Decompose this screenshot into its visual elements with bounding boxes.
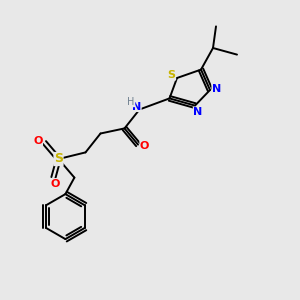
Text: H: H bbox=[128, 97, 135, 107]
Text: N: N bbox=[212, 84, 221, 94]
Text: S: S bbox=[168, 70, 176, 80]
Text: O: O bbox=[140, 141, 149, 151]
Text: O: O bbox=[50, 178, 60, 189]
Text: O: O bbox=[33, 136, 43, 146]
Text: N: N bbox=[132, 101, 141, 112]
Text: S: S bbox=[54, 152, 63, 166]
Text: N: N bbox=[194, 107, 202, 117]
